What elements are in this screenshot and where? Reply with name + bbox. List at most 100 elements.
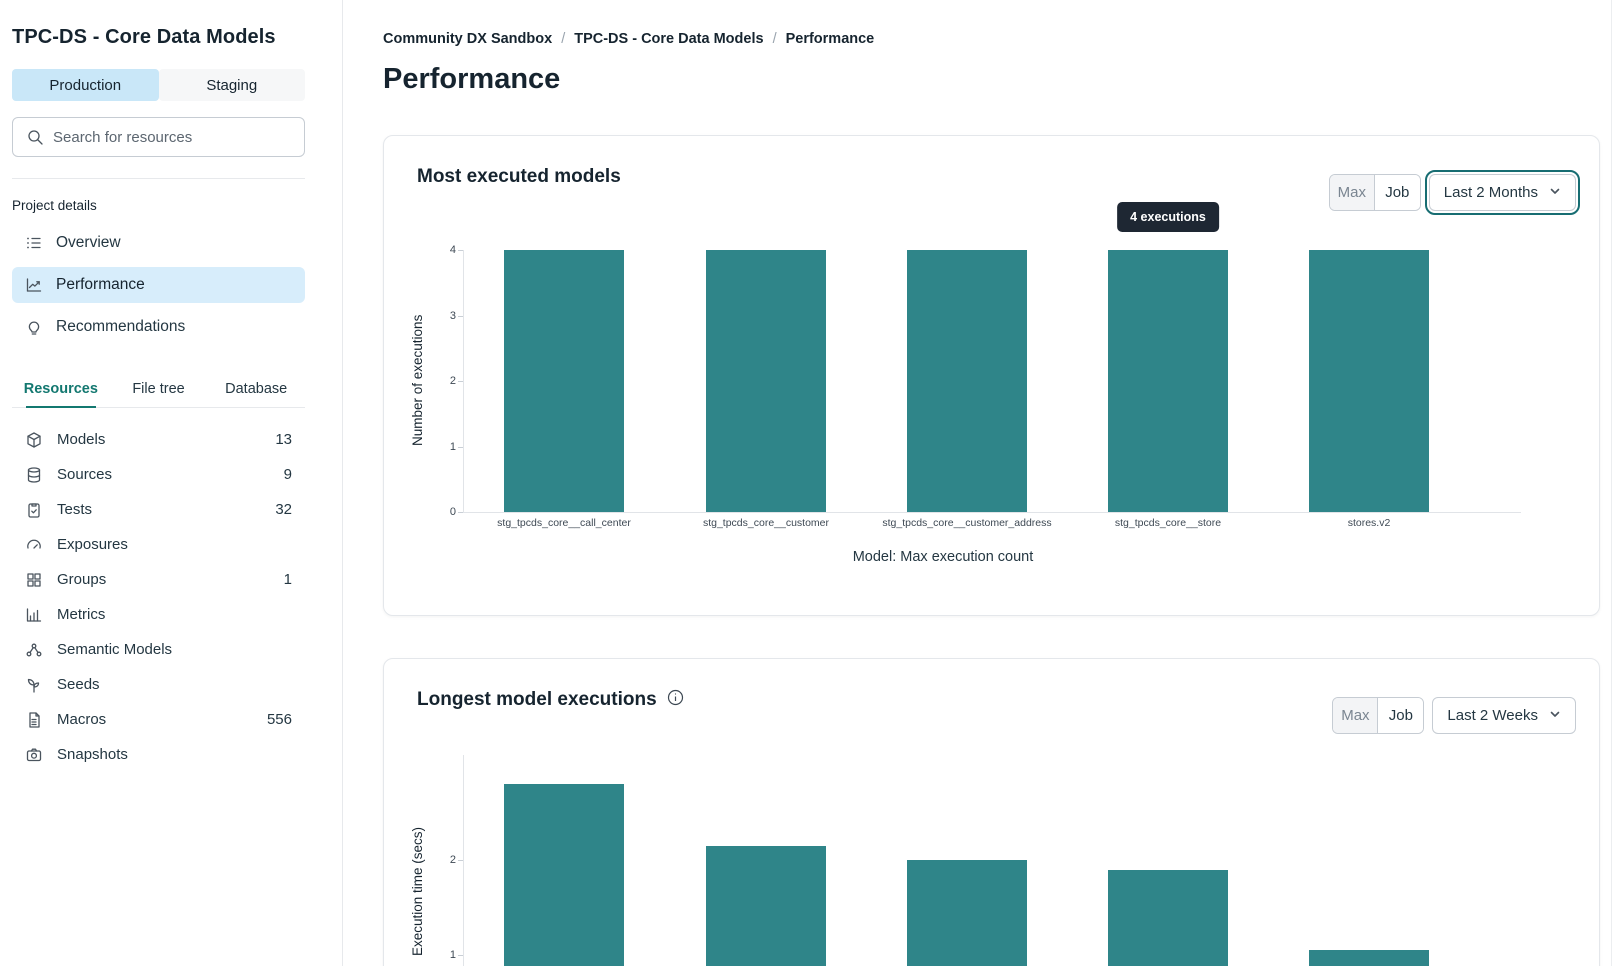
- resource-row-snapshots[interactable]: Snapshots: [12, 737, 305, 772]
- bar[interactable]: [706, 845, 826, 966]
- max-toggle-button[interactable]: Max: [1329, 175, 1375, 210]
- project-details-label: Project details: [12, 198, 97, 213]
- bar[interactable]: [907, 250, 1027, 512]
- y-tick-label: 3: [449, 309, 456, 322]
- bar[interactable]: [706, 250, 826, 512]
- job-toggle-button[interactable]: Job: [1378, 698, 1424, 733]
- resource-row-macros[interactable]: Macros 556: [12, 702, 305, 737]
- bar-chart-icon: [25, 606, 43, 624]
- sidebar-item-label: Performance: [56, 276, 145, 293]
- database-icon: [25, 466, 43, 484]
- time-range-value: Last 2 Months: [1443, 184, 1538, 201]
- breadcrumb-current: Performance: [785, 31, 875, 47]
- time-range-dropdown[interactable]: Last 2 Months: [1424, 170, 1581, 215]
- main-content: Community DX Sandbox / TPC-DS - Core Dat…: [344, 0, 1621, 966]
- resource-label: Exposures: [57, 536, 128, 553]
- resource-count: 32: [275, 501, 292, 518]
- sidebar-item-label: Recommendations: [56, 318, 186, 335]
- longest-model-executions-card: Longest model executions Max Job Last 2 …: [383, 658, 1600, 966]
- y-tick-mark: [458, 250, 463, 251]
- breadcrumb-separator: /: [772, 31, 777, 47]
- search-input[interactable]: [53, 128, 291, 146]
- sidebar-item-overview[interactable]: Overview: [12, 225, 305, 261]
- scrollbar[interactable]: [1611, 0, 1621, 966]
- card-title: Most executed models: [417, 166, 621, 187]
- max-job-toggle: Max Job: [1332, 697, 1425, 734]
- resource-row-seeds[interactable]: Seeds: [12, 667, 305, 702]
- y-axis-line: [463, 755, 464, 966]
- job-toggle-button[interactable]: Job: [1374, 175, 1420, 210]
- y-tick-label: 1: [449, 440, 456, 453]
- bar[interactable]: [1108, 250, 1228, 512]
- resource-row-semantic-models[interactable]: Semantic Models: [12, 632, 305, 667]
- bar[interactable]: [1108, 869, 1228, 966]
- breadcrumb-account[interactable]: Community DX Sandbox: [383, 31, 553, 47]
- card-title: Longest model executions: [417, 689, 657, 710]
- chart-line-icon: [25, 276, 43, 294]
- environment-tabs: Production Staging: [12, 69, 305, 101]
- resource-row-exposures[interactable]: Exposures: [12, 527, 305, 562]
- resource-count: 1: [283, 571, 292, 588]
- max-toggle-button[interactable]: Max: [1333, 698, 1379, 733]
- bar[interactable]: [1309, 250, 1429, 512]
- sprout-icon: [25, 676, 43, 694]
- x-axis-line: [463, 512, 1521, 513]
- sidebar-item-recommendations[interactable]: Recommendations: [12, 309, 305, 345]
- chart-controls: Max Job Last 2 Months: [1328, 170, 1581, 215]
- bar[interactable]: [504, 250, 624, 512]
- breadcrumb: Community DX Sandbox / TPC-DS - Core Dat…: [383, 31, 1621, 47]
- resource-row-models[interactable]: Models 13: [12, 422, 305, 457]
- lightbulb-icon: [25, 318, 43, 336]
- resource-label: Seeds: [57, 676, 100, 693]
- network-icon: [25, 641, 43, 659]
- resource-label: Snapshots: [57, 746, 128, 763]
- y-tick-label: 1: [449, 949, 456, 961]
- y-tick-label: 0: [449, 506, 456, 518]
- most-executed-models-chart: Number of executions Model: Max executio…: [384, 136, 1599, 615]
- resource-label: Groups: [57, 571, 107, 588]
- resource-label: Tests: [57, 501, 93, 518]
- x-tick-label: stg_tpcds_core__customer_address: [882, 517, 1052, 529]
- resource-row-metrics[interactable]: Metrics: [12, 597, 305, 632]
- resource-label: Sources: [57, 466, 113, 483]
- longest-model-executions-chart: Execution time (secs) 2 1: [384, 659, 1599, 966]
- project-title: TPC-DS - Core Data Models: [12, 26, 276, 48]
- cube-icon: [25, 431, 43, 449]
- search-icon: [26, 128, 44, 146]
- x-tick-label: stg_tpcds_core__customer: [702, 517, 830, 529]
- info-icon[interactable]: [667, 689, 684, 711]
- sidebar-item-performance[interactable]: Performance: [12, 267, 305, 303]
- bar[interactable]: [907, 860, 1027, 966]
- clipboard-check-icon: [25, 501, 43, 519]
- card-header: Most executed models Max Job Last 2 Mont…: [384, 136, 1599, 215]
- chevron-down-icon: [1549, 707, 1561, 724]
- tab-staging[interactable]: Staging: [158, 69, 305, 101]
- max-job-toggle: Max Job: [1328, 174, 1421, 211]
- card-header: Longest model executions Max Job Last 2 …: [384, 659, 1599, 734]
- time-range-dropdown[interactable]: Last 2 Weeks: [1432, 697, 1576, 734]
- bar[interactable]: [1309, 950, 1429, 966]
- tab-file-tree[interactable]: File tree: [132, 381, 185, 397]
- y-tick-mark: [458, 381, 463, 382]
- tab-production[interactable]: Production: [12, 69, 159, 101]
- resource-label: Semantic Models: [57, 641, 173, 658]
- resource-count: 9: [283, 466, 292, 483]
- y-tick-mark: [458, 955, 463, 956]
- y-tick-mark: [458, 446, 463, 448]
- file-icon: [25, 711, 43, 729]
- y-tick-label: 2: [449, 375, 456, 387]
- tab-resources[interactable]: Resources: [12, 372, 110, 408]
- resource-row-sources[interactable]: Sources 9: [12, 457, 305, 492]
- resource-search[interactable]: [12, 117, 305, 157]
- y-tick-mark: [458, 860, 463, 861]
- tab-database[interactable]: Database: [225, 381, 288, 397]
- bar[interactable]: [504, 784, 624, 966]
- list-icon: [25, 234, 43, 252]
- y-tick-label: 2: [449, 854, 456, 866]
- resource-row-tests[interactable]: Tests 32: [12, 492, 305, 527]
- resource-row-groups[interactable]: Groups 1: [12, 562, 305, 597]
- y-tick-label: 4: [449, 244, 456, 256]
- resource-label: Metrics: [57, 606, 106, 623]
- breadcrumb-project[interactable]: TPC-DS - Core Data Models: [574, 31, 764, 47]
